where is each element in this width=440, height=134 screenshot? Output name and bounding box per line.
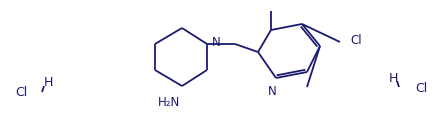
Text: N: N [268,85,276,98]
Text: Cl: Cl [415,81,427,94]
Text: H₂N: H₂N [158,96,180,109]
Text: Cl: Cl [350,34,362,46]
Text: N: N [212,36,221,49]
Text: Cl: Cl [16,87,28,100]
Text: H: H [43,75,53,88]
Text: H: H [389,72,398,85]
